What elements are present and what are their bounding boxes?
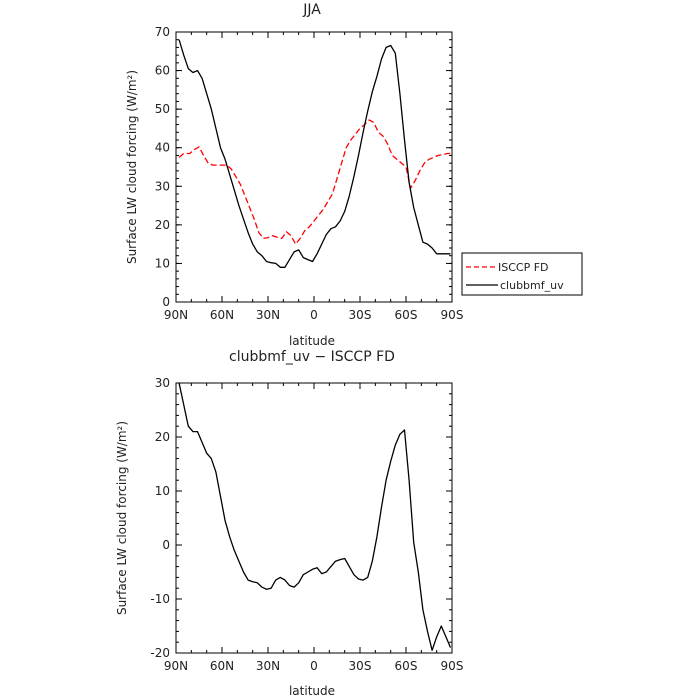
y-tick-label: 70 bbox=[155, 25, 170, 39]
y-tick-label: -10 bbox=[150, 592, 170, 606]
y-tick-label: 30 bbox=[155, 179, 170, 193]
series-line-isccp-fd bbox=[178, 119, 452, 245]
bottom-panel-title: clubbmf_uv − ISCCP FD bbox=[229, 349, 395, 365]
x-tick-label: 90S bbox=[441, 308, 464, 322]
x-tick-label: 90N bbox=[164, 308, 188, 322]
bottom-y-axis-label: Surface LW cloud forcing (W/m²) bbox=[115, 421, 129, 615]
bottom-plot-frame bbox=[175, 382, 453, 654]
y-tick-label: 40 bbox=[155, 141, 170, 155]
x-tick-label: 60N bbox=[210, 659, 234, 673]
x-tick-label: 60S bbox=[395, 659, 418, 673]
series-line-clubbmf-uv bbox=[178, 39, 451, 268]
legend-label-isccp: ISCCP FD bbox=[498, 261, 549, 274]
y-tick-label: 20 bbox=[155, 430, 170, 444]
top-x-axis-label: latitude bbox=[289, 334, 335, 348]
x-tick-label: 0 bbox=[310, 659, 318, 673]
x-tick-label: 30N bbox=[256, 308, 280, 322]
x-tick-label: 30S bbox=[349, 659, 372, 673]
x-tick-label: 90S bbox=[441, 659, 464, 673]
y-tick-label: -20 bbox=[150, 646, 170, 660]
x-tick-label: 0 bbox=[310, 308, 318, 322]
legend-label-clubbmf: clubbmf_uv bbox=[500, 279, 564, 292]
y-tick-label: 0 bbox=[162, 295, 170, 309]
bottom-panel: clubbmf_uv − ISCCP FD -20 -10 0 10 20 30 90N 6… bbox=[115, 349, 463, 698]
top-plot-frame bbox=[175, 31, 453, 303]
y-tick-label: 20 bbox=[155, 218, 170, 232]
x-tick-label: 30S bbox=[349, 308, 372, 322]
bottom-x-axis-label: latitude bbox=[289, 684, 335, 698]
top-panel-title: JJA bbox=[302, 2, 321, 18]
y-tick-label: 0 bbox=[162, 538, 170, 552]
x-tick-label: 60S bbox=[395, 308, 418, 322]
y-tick-label: 30 bbox=[155, 376, 170, 390]
legend: ISCCP FD clubbmf_uv bbox=[461, 252, 583, 296]
y-tick-label: 10 bbox=[155, 256, 170, 270]
x-tick-label: 90N bbox=[164, 659, 188, 673]
x-tick-label: 30N bbox=[256, 659, 280, 673]
y-tick-label: 50 bbox=[155, 102, 170, 116]
top-y-axis-label: Surface LW cloud forcing (W/m²) bbox=[125, 70, 139, 264]
y-tick-label: 60 bbox=[155, 64, 170, 78]
legend-box bbox=[461, 252, 583, 296]
y-tick-label: 10 bbox=[155, 484, 170, 498]
series-line-difference bbox=[178, 382, 452, 651]
x-tick-label: 60N bbox=[210, 308, 234, 322]
